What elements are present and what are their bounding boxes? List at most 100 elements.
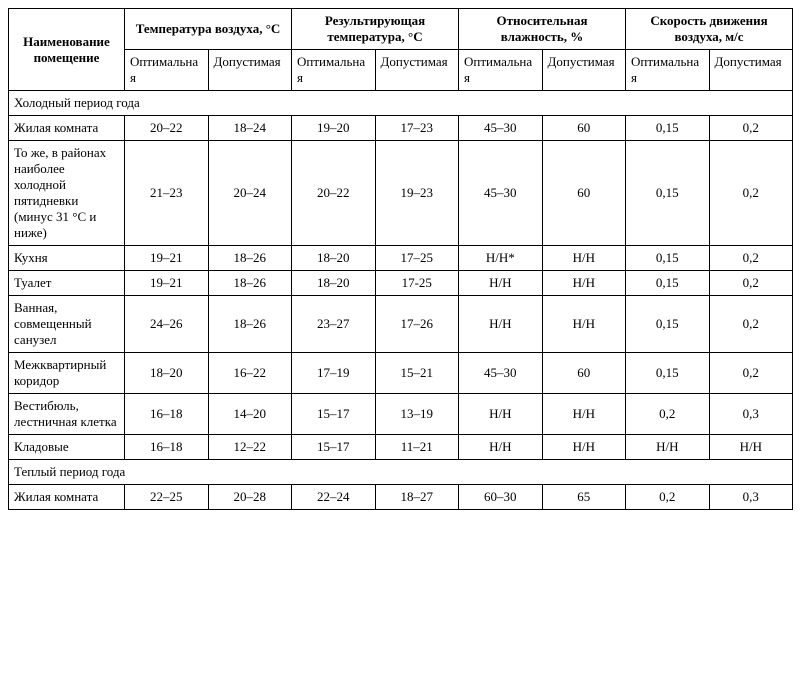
data-cell: Н/Н — [542, 435, 626, 460]
table-row: То же, в районах наиболее холодной пятид… — [9, 141, 793, 246]
data-cell: 0,2 — [709, 246, 793, 271]
data-cell: 18–20 — [292, 246, 376, 271]
data-cell: Н/Н — [459, 394, 543, 435]
table-body: Холодный период годаЖилая комната20–2218… — [9, 91, 793, 510]
room-name: Туалет — [9, 271, 125, 296]
microclimate-table: Наименование помещение Температура возду… — [8, 8, 793, 510]
data-cell: 45–30 — [459, 141, 543, 246]
header-name: Наименование помещение — [9, 9, 125, 91]
data-cell: 0,15 — [626, 116, 710, 141]
subheader-optimal: Оптимальная — [125, 50, 209, 91]
subheader-permissible: Допустимая — [375, 50, 459, 91]
data-cell: 60 — [542, 353, 626, 394]
data-cell: 18–26 — [208, 296, 292, 353]
table-row: Жилая комната22–2520–2822–2418–2760–3065… — [9, 485, 793, 510]
data-cell: 16–18 — [125, 394, 209, 435]
data-cell: 14–20 — [208, 394, 292, 435]
data-cell: 45–30 — [459, 116, 543, 141]
data-cell: 11–21 — [375, 435, 459, 460]
room-name: Ванная, совмещенный санузел — [9, 296, 125, 353]
data-cell: 18–24 — [208, 116, 292, 141]
header-air-speed: Скорость движения воздуха, м/с — [626, 9, 793, 50]
data-cell: Н/Н — [626, 435, 710, 460]
section-row: Холодный период года — [9, 91, 793, 116]
data-cell: 19–20 — [292, 116, 376, 141]
data-cell: 60 — [542, 116, 626, 141]
data-cell: 0,3 — [709, 485, 793, 510]
data-cell: 12–22 — [208, 435, 292, 460]
data-cell: 17-25 — [375, 271, 459, 296]
data-cell: Н/Н — [709, 435, 793, 460]
table-header: Наименование помещение Температура возду… — [9, 9, 793, 91]
data-cell: 17–26 — [375, 296, 459, 353]
data-cell: 15–17 — [292, 435, 376, 460]
data-cell: Н/Н — [459, 296, 543, 353]
data-cell: 0,15 — [626, 141, 710, 246]
room-name: Вестибюль, лестничная клетка — [9, 394, 125, 435]
data-cell: 0,3 — [709, 394, 793, 435]
header-temp-res: Результирующая температура, °С — [292, 9, 459, 50]
data-cell: 21–23 — [125, 141, 209, 246]
table-row: Кухня19–2118–2618–2017–25Н/Н*Н/Н0,150,2 — [9, 246, 793, 271]
data-cell: 60–30 — [459, 485, 543, 510]
data-cell: 15–17 — [292, 394, 376, 435]
data-cell: 24–26 — [125, 296, 209, 353]
data-cell: 20–22 — [292, 141, 376, 246]
data-cell: 23–27 — [292, 296, 376, 353]
data-cell: 13–19 — [375, 394, 459, 435]
data-cell: 18–27 — [375, 485, 459, 510]
subheader-optimal: Оптимальная — [459, 50, 543, 91]
data-cell: 0,2 — [626, 394, 710, 435]
data-cell: 0,2 — [709, 271, 793, 296]
subheader-permissible: Допустимая — [709, 50, 793, 91]
data-cell: 0,2 — [709, 296, 793, 353]
table-row: Ванная, совмещенный санузел24–2618–2623–… — [9, 296, 793, 353]
data-cell: 15–21 — [375, 353, 459, 394]
data-cell: 22–25 — [125, 485, 209, 510]
data-cell: 19–21 — [125, 246, 209, 271]
data-cell: 16–22 — [208, 353, 292, 394]
table-row: Туалет19–2118–2618–2017-25Н/НН/Н0,150,2 — [9, 271, 793, 296]
data-cell: 0,15 — [626, 271, 710, 296]
data-cell: Н/Н — [542, 394, 626, 435]
data-cell: 0,2 — [709, 141, 793, 246]
data-cell: 0,15 — [626, 353, 710, 394]
subheader-permissible: Допустимая — [208, 50, 292, 91]
data-cell: 17–19 — [292, 353, 376, 394]
data-cell: 0,2 — [709, 116, 793, 141]
data-cell: Н/Н — [542, 296, 626, 353]
data-cell: 20–24 — [208, 141, 292, 246]
table-row: Кладовые16–1812–2215–1711–21Н/НН/НН/НН/Н — [9, 435, 793, 460]
data-cell: 0,15 — [626, 296, 710, 353]
section-label: Холодный период года — [9, 91, 793, 116]
data-cell: Н/Н — [542, 246, 626, 271]
subheader-permissible: Допустимая — [542, 50, 626, 91]
header-temp-air: Температура воздуха, °С — [125, 9, 292, 50]
header-humidity: Относительная влажность, % — [459, 9, 626, 50]
data-cell: 17–25 — [375, 246, 459, 271]
data-cell: 19–21 — [125, 271, 209, 296]
data-cell: Н/Н — [542, 271, 626, 296]
section-row: Теплый период года — [9, 460, 793, 485]
data-cell: Н/Н — [459, 435, 543, 460]
data-cell: Н/Н — [459, 271, 543, 296]
table-row: Межквартирный коридор18–2016–2217–1915–2… — [9, 353, 793, 394]
data-cell: 20–28 — [208, 485, 292, 510]
data-cell: 19–23 — [375, 141, 459, 246]
data-cell: 65 — [542, 485, 626, 510]
room-name: Межквартирный коридор — [9, 353, 125, 394]
subheader-optimal: Оптимальная — [626, 50, 710, 91]
room-name: То же, в районах наиболее холодной пятид… — [9, 141, 125, 246]
data-cell: 16–18 — [125, 435, 209, 460]
data-cell: 0,2 — [709, 353, 793, 394]
data-cell: 45–30 — [459, 353, 543, 394]
data-cell: 0,15 — [626, 246, 710, 271]
data-cell: 18–26 — [208, 246, 292, 271]
data-cell: 18–20 — [125, 353, 209, 394]
room-name: Кладовые — [9, 435, 125, 460]
data-cell: 18–26 — [208, 271, 292, 296]
room-name: Кухня — [9, 246, 125, 271]
room-name: Жилая комната — [9, 485, 125, 510]
data-cell: 18–20 — [292, 271, 376, 296]
data-cell: 17–23 — [375, 116, 459, 141]
